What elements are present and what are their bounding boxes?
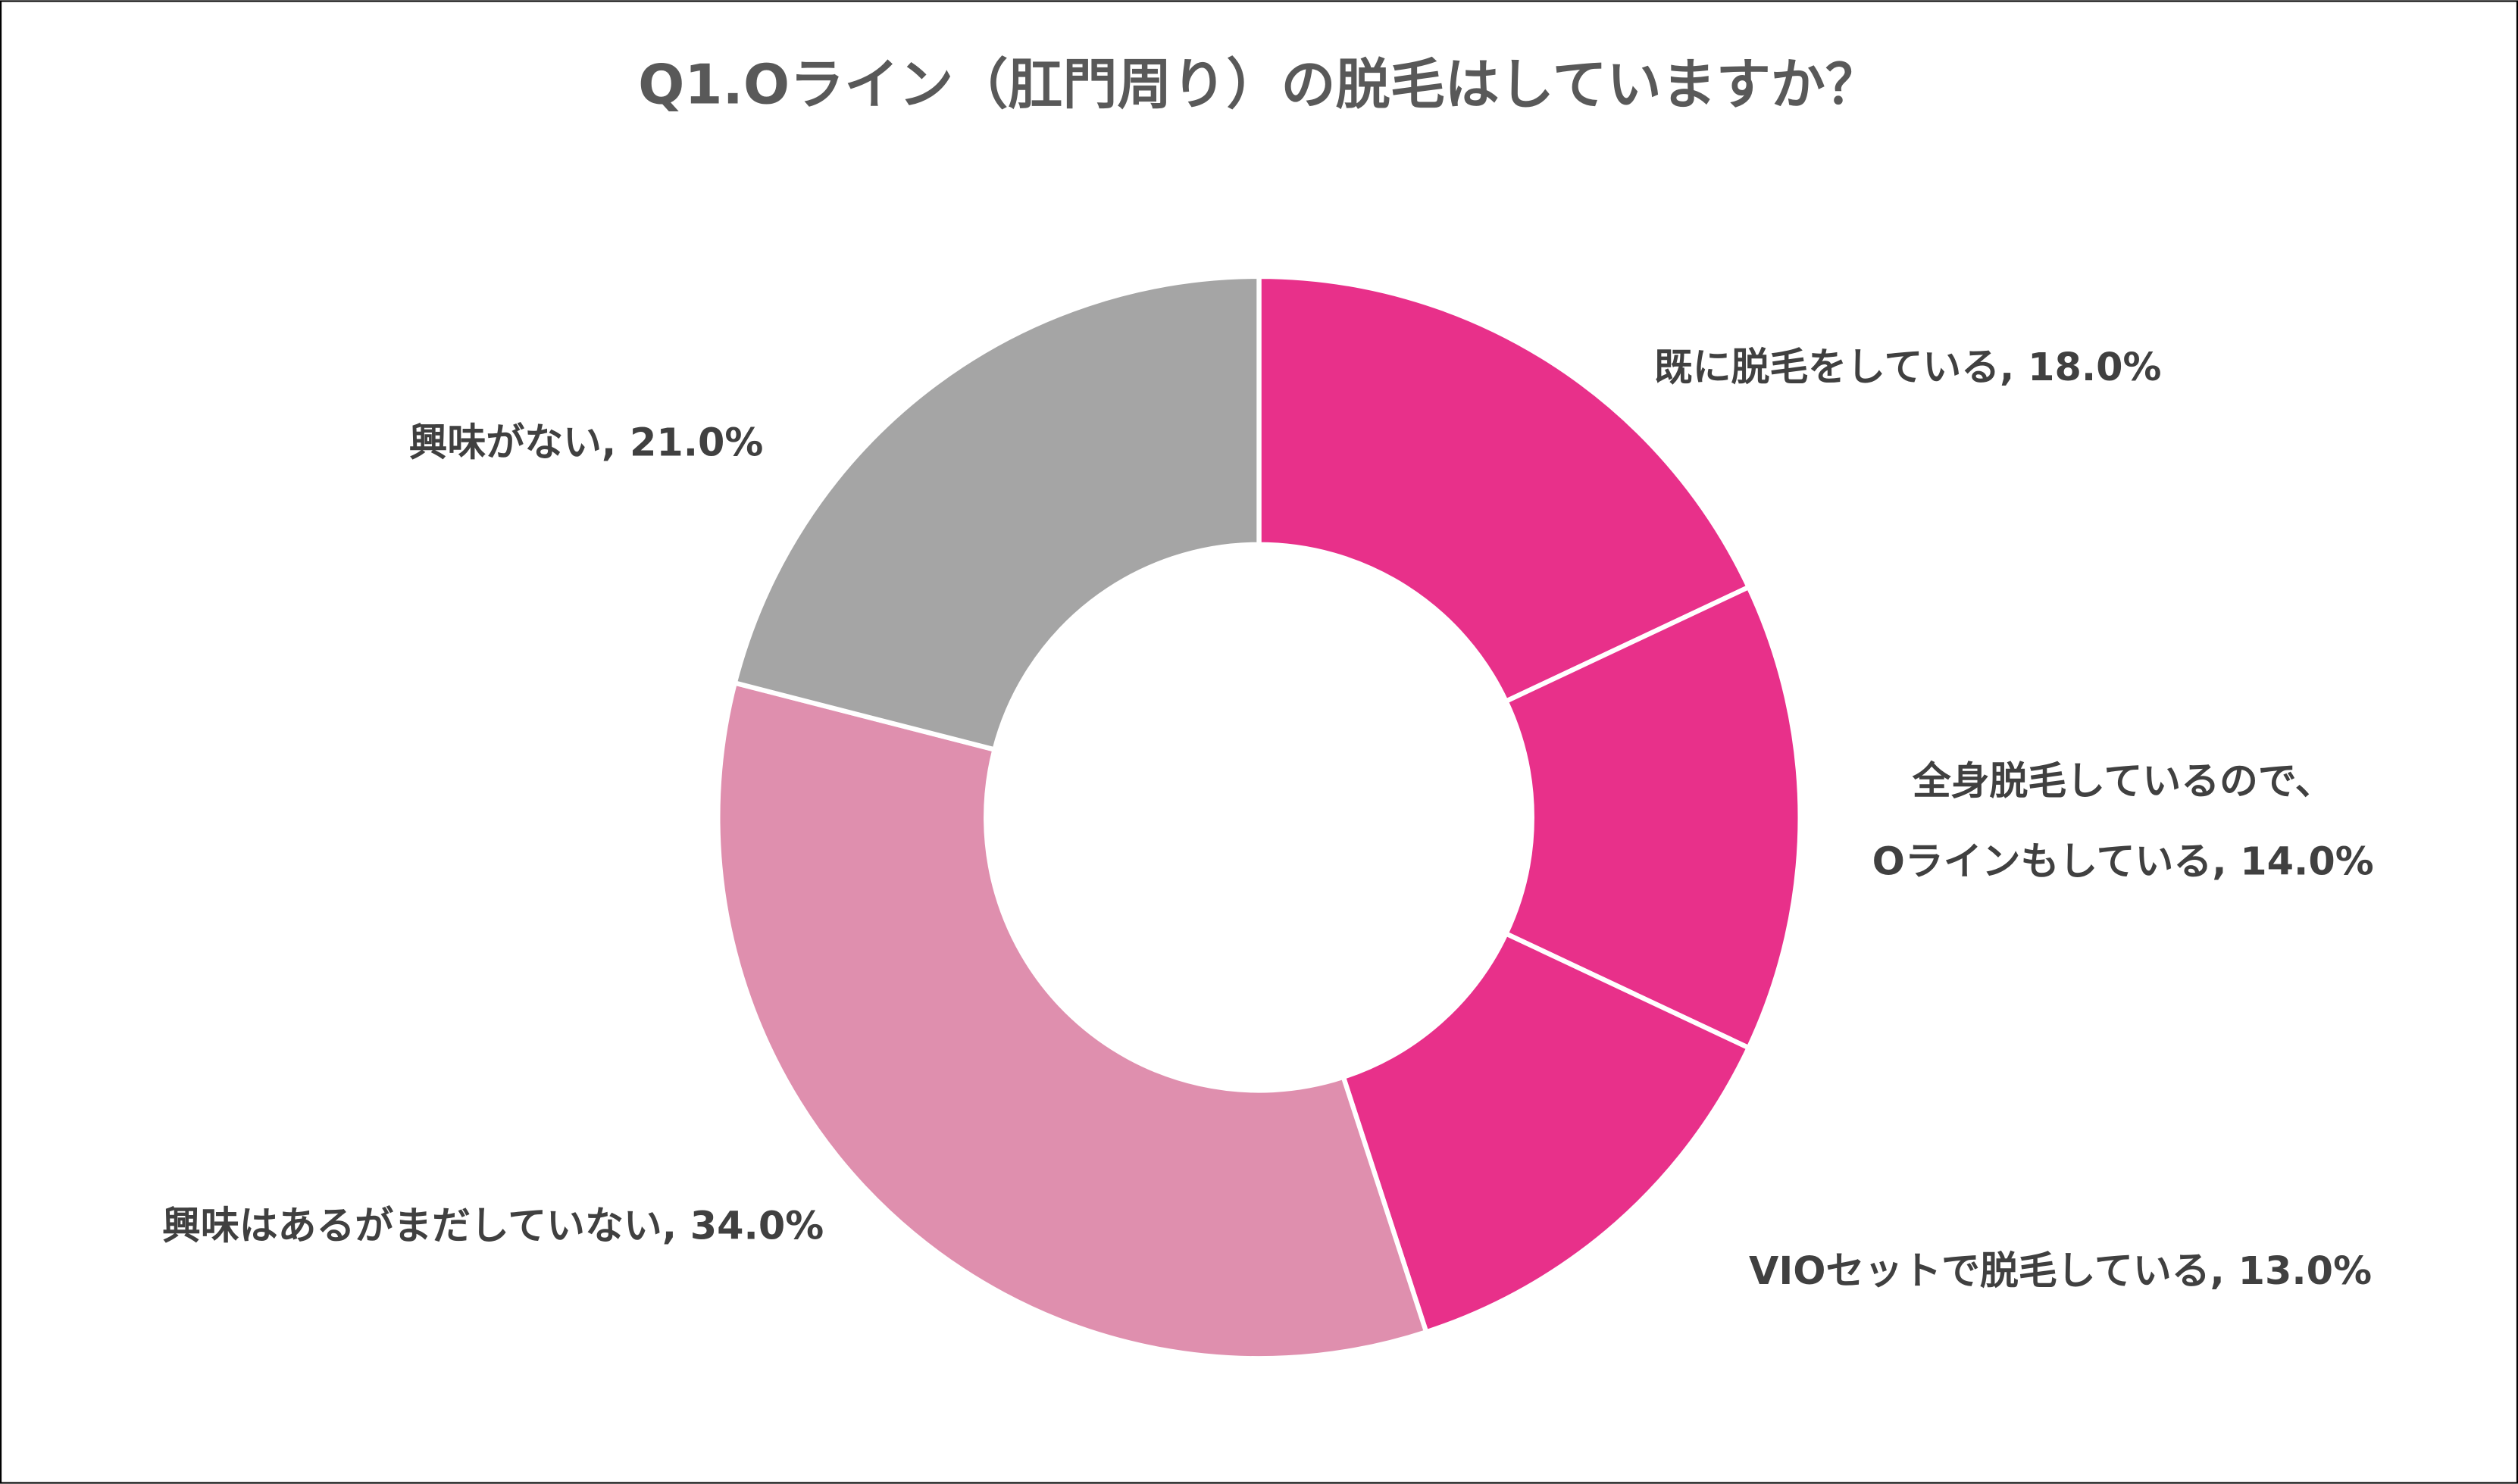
chart-title: Q1.Oライン（肛門周り）の脱毛はしていますか？ [638, 52, 1880, 116]
data-label-line: 全身脱毛しているので、 [1912, 759, 2334, 804]
data-label: 全身脱毛しているので、 Oラインもしている, 14.0% [1872, 759, 2374, 884]
data-label: 興味がない, 21.0% [409, 420, 764, 464]
donut-slice [731, 273, 1262, 753]
data-label: VIOセットで脱毛している, 13.0% [1749, 1248, 2372, 1293]
data-label: 既に脱毛をしている, 18.0% [1654, 345, 2162, 389]
donut-slice [1340, 930, 1752, 1336]
data-label: 興味はあるがまだしていない, 34.0% [162, 1204, 824, 1248]
donut-slice [715, 680, 1430, 1361]
donut-slice [1256, 273, 1752, 705]
data-label-line: VIOセットで脱毛している, 13.0% [1749, 1248, 2372, 1293]
donut-slice [1503, 583, 1803, 1051]
data-label-line: 興味はあるがまだしていない, 34.0% [162, 1204, 824, 1248]
data-label-line: Oラインもしている, 14.0% [1872, 839, 2374, 884]
data-label-line: 既に脱毛をしている, 18.0% [1654, 345, 2162, 389]
data-label-line: 興味がない, 21.0% [409, 420, 764, 464]
